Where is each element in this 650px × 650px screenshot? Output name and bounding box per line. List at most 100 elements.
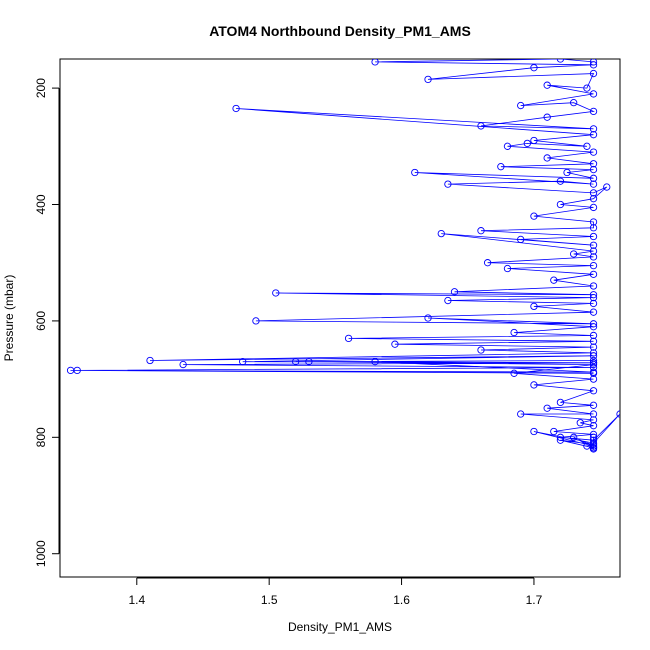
data-point <box>517 235 525 244</box>
data-point <box>589 174 598 182</box>
data-point <box>483 259 492 267</box>
data-point <box>589 387 598 395</box>
data-point <box>589 180 598 188</box>
data-point <box>576 419 584 427</box>
data-point <box>530 212 538 220</box>
data-point <box>589 416 598 424</box>
data-point <box>371 59 379 66</box>
data-point <box>583 142 591 150</box>
y-tick-label: 600 <box>34 311 48 331</box>
data-point <box>589 291 598 299</box>
data-point <box>589 218 598 226</box>
data-point <box>252 317 260 325</box>
data-point <box>437 229 445 238</box>
data-point <box>424 314 432 322</box>
series-line <box>70 59 620 450</box>
data-point <box>589 107 598 116</box>
data-point <box>239 358 247 366</box>
data-point <box>503 142 512 150</box>
y-tick-label: 1000 <box>34 540 48 567</box>
data-point <box>589 125 598 133</box>
data-point <box>477 346 485 354</box>
data-point <box>589 148 598 156</box>
data-point <box>550 427 558 436</box>
data-point <box>589 363 598 372</box>
data-point <box>477 227 485 235</box>
data-point <box>424 75 432 84</box>
plot-frame <box>59 58 621 578</box>
data-point <box>517 101 525 110</box>
data-point <box>570 250 578 258</box>
data-point <box>556 436 565 444</box>
data-point <box>305 358 313 366</box>
data-point <box>450 288 459 296</box>
data-point <box>589 195 598 203</box>
data-point <box>530 302 538 311</box>
data-point <box>589 337 598 345</box>
data-point <box>589 224 598 232</box>
y-axis: 200 400 600 800 1000 <box>34 78 60 567</box>
chart-title: ATOM4 Northbound Density_PM1_AMS <box>209 23 471 39</box>
data-point <box>589 131 598 139</box>
data-point <box>371 358 379 366</box>
data-point <box>497 163 505 171</box>
data-point <box>570 433 578 441</box>
x-axis: 1.4 1.5 1.6 1.7 <box>128 577 543 607</box>
data-point <box>589 368 598 376</box>
data-point <box>530 381 538 389</box>
data-point <box>589 253 598 261</box>
data-point <box>589 444 598 452</box>
data-point <box>603 183 611 191</box>
data-point <box>589 282 598 290</box>
data-point <box>523 139 531 148</box>
data-point <box>589 241 598 249</box>
data-point <box>589 430 598 439</box>
data-point <box>589 436 598 444</box>
data-point <box>589 323 598 331</box>
data-point <box>556 59 565 63</box>
data-point <box>391 340 399 348</box>
data-point <box>344 334 353 343</box>
data-point <box>444 180 452 188</box>
data-point <box>616 410 620 418</box>
data-point <box>66 366 75 375</box>
y-tick-label: 400 <box>34 194 48 214</box>
y-tick-label: 800 <box>34 427 48 447</box>
data-point <box>589 59 598 66</box>
data-point <box>292 358 300 366</box>
data-point <box>583 84 591 92</box>
data-point <box>589 401 598 409</box>
data-point <box>550 276 558 284</box>
data-point <box>530 64 538 72</box>
data-point <box>503 264 512 273</box>
y-axis-label: Pressure (mbar) <box>2 275 16 362</box>
data-point <box>517 410 525 418</box>
data-point <box>272 289 280 297</box>
x-tick-label: 1.6 <box>393 593 410 607</box>
data-point <box>589 320 598 328</box>
data-point <box>570 99 578 107</box>
x-tick-label: 1.5 <box>261 593 278 607</box>
y-tick-label: 200 <box>34 78 48 98</box>
data-point <box>589 352 598 360</box>
data-point <box>556 200 565 209</box>
data-point <box>411 168 419 177</box>
data-point <box>589 308 598 316</box>
data-point <box>589 299 598 308</box>
x-tick-label: 1.7 <box>526 593 543 607</box>
data-point <box>589 61 598 69</box>
data-point <box>543 154 551 162</box>
data-point <box>589 203 598 212</box>
data-point <box>589 331 598 340</box>
data-point <box>556 433 565 441</box>
data-point <box>589 410 598 418</box>
data-point <box>589 270 598 278</box>
data-point <box>589 293 598 302</box>
data-point <box>589 247 598 255</box>
data-point <box>589 232 598 241</box>
data-point <box>589 90 598 98</box>
data-point <box>563 168 571 177</box>
data-point <box>477 122 485 130</box>
data-point <box>444 296 452 305</box>
